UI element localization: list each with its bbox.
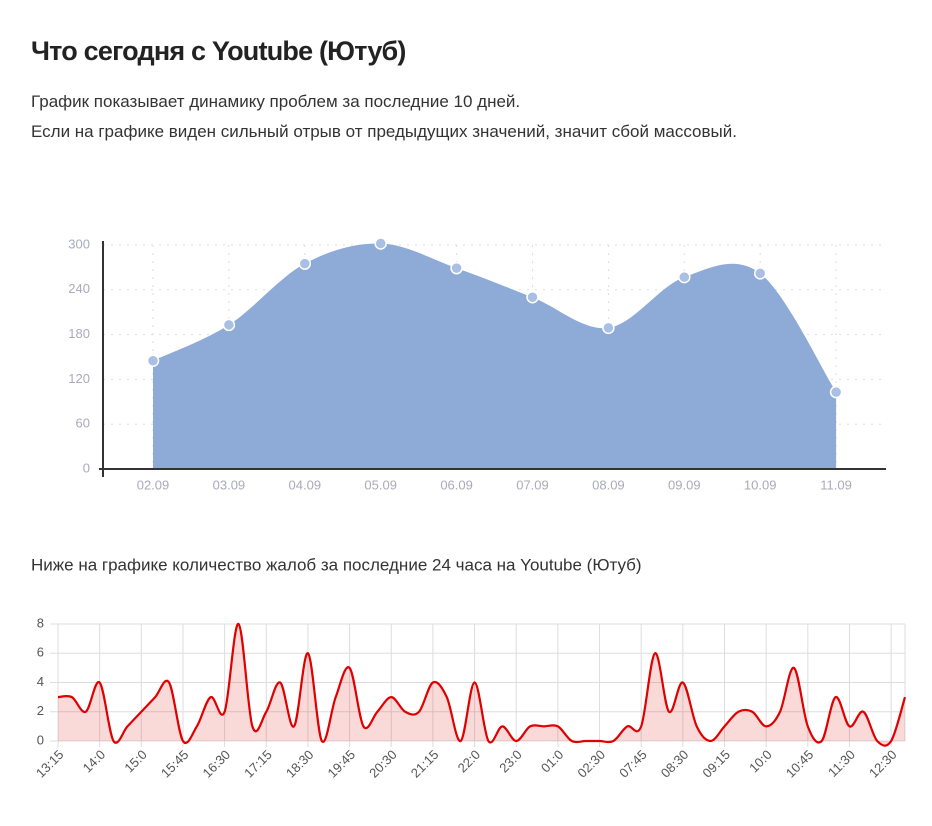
y-tick-label: 2 <box>37 703 44 718</box>
point <box>602 321 615 335</box>
y-tick-label: 0 <box>83 460 90 475</box>
point <box>298 257 312 270</box>
x-tick-label: 23:0 <box>496 747 525 776</box>
y-tick-label: 120 <box>68 371 90 386</box>
x-tick-label: 15:0 <box>121 747 150 776</box>
x-tick-label: 10:45 <box>783 747 817 781</box>
description: Если на графике виден сильный отрыв от п… <box>31 122 737 141</box>
y-tick-label: 4 <box>37 674 44 689</box>
y-tick-label: 300 <box>68 236 90 251</box>
page-title: Что сегодня с Youtube (Ютуб) <box>31 36 406 66</box>
x-tick-label: 16:30 <box>200 747 234 781</box>
point <box>678 270 691 284</box>
x-tick-label: 21:15 <box>408 747 442 781</box>
description: График показывает динамику проблем за по… <box>31 92 521 111</box>
x-tick-label: 08.09 <box>592 477 625 492</box>
point <box>374 237 387 250</box>
x-tick-label: 09.09 <box>668 477 701 492</box>
x-tick-label: 17:15 <box>241 747 275 781</box>
x-tick-label: 13:15 <box>33 747 67 781</box>
x-tick-label: 04.09 <box>289 477 322 492</box>
x-tick-label: 12:30 <box>866 747 900 781</box>
x-tick-label: 02.09 <box>137 477 170 492</box>
point <box>829 385 843 399</box>
x-tick-label: 09:15 <box>699 747 733 781</box>
x-tick-label: 07.09 <box>516 477 549 492</box>
y-tick-label: 6 <box>37 645 44 660</box>
x-tick-label: 11.09 <box>820 477 852 492</box>
area <box>58 623 905 746</box>
y-tick-label: 60 <box>76 416 90 431</box>
x-tick-label: 03.09 <box>213 477 246 492</box>
x-tick-label: 01:0 <box>538 747 567 776</box>
x-tick-label: 10:0 <box>746 747 775 776</box>
y-tick-label: 180 <box>68 326 90 341</box>
chart-title: Ниже на графике количество жалоб за посл… <box>31 555 642 574</box>
point <box>526 291 539 304</box>
x-tick-label: 06.09 <box>440 477 473 492</box>
area <box>153 243 837 469</box>
point <box>450 261 463 275</box>
x-tick-label: 08:30 <box>658 747 692 781</box>
y-tick-label: 240 <box>68 281 90 296</box>
x-tick-label: 05.09 <box>364 477 397 492</box>
x-tick-label: 22:0 <box>455 747 484 776</box>
point <box>753 267 767 280</box>
x-tick-label: 15:45 <box>158 747 192 781</box>
y-tick-label: 0 <box>37 732 44 747</box>
y-tick-label: 8 <box>37 615 44 630</box>
x-tick-label: 20:30 <box>366 747 400 781</box>
point <box>146 354 160 367</box>
x-tick-label: 02:30 <box>574 747 608 781</box>
x-tick-label: 11:30 <box>825 747 858 780</box>
x-tick-label: 14:0 <box>80 747 109 776</box>
x-tick-label: 19:45 <box>325 747 359 781</box>
x-tick-label: 10.09 <box>744 477 777 492</box>
x-tick-label: 18:30 <box>283 747 317 781</box>
x-tick-label: 07:45 <box>616 747 650 781</box>
point <box>222 318 236 332</box>
line <box>57 622 907 747</box>
